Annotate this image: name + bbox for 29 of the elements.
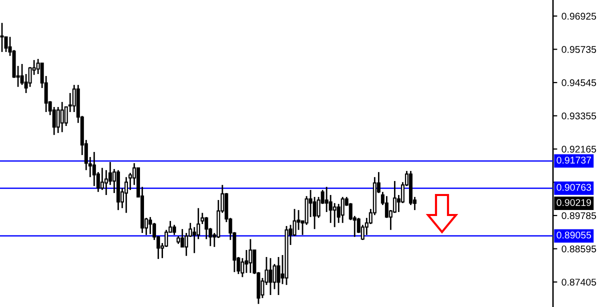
candlestick [0,22,4,53]
candlestick [332,202,336,228]
candlestick [244,249,248,274]
y-tick-label: 0.93355 [562,112,596,120]
candlestick [60,101,64,133]
candlestick [124,176,128,214]
candlestick [240,257,244,278]
candlestick [340,196,344,224]
candlestick [172,224,176,236]
candlestick [192,226,196,254]
ref-line-label: 0.91737 [556,156,591,164]
candlestick [292,208,296,237]
candlestick [248,238,252,274]
y-tick-label: 0.88595 [562,245,596,252]
candlestick [276,256,280,296]
candlestick [4,36,8,53]
candlestick [100,167,104,191]
ref-line-label: 0.90763 [556,184,592,191]
candlestick [56,106,60,134]
y-tick-label: 0.94545 [562,79,596,86]
y-tick-label: 0.96925 [562,12,596,20]
candlestick [180,228,184,248]
y-tick-label: 0.95735 [562,46,596,53]
candlestick [268,257,272,296]
text: 0.90219 [556,199,591,206]
ref-line-label: 0.89055 [556,232,592,239]
y-tick-label: 0.87405 [562,278,596,286]
y-tick-label: 0.92165 [562,146,596,153]
y-tick-label: 0.89785 [562,212,596,220]
